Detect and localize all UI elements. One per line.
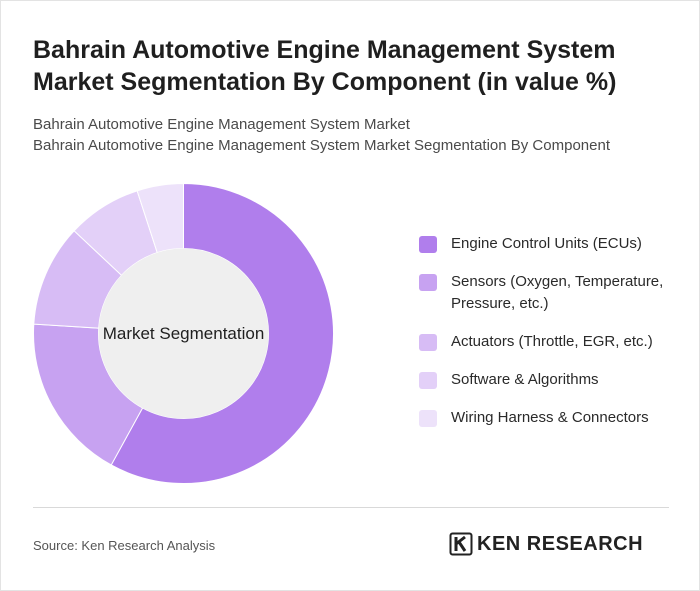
source-note: Source: Ken Research Analysis xyxy=(33,538,216,553)
legend-swatch xyxy=(419,274,437,291)
ken-research-logo-icon xyxy=(449,532,473,556)
chart-subtitle: Bahrain Automotive Engine Management Sys… xyxy=(33,114,673,156)
donut-chart xyxy=(33,182,334,484)
legend-item: Engine Control Units (ECUs) xyxy=(419,233,689,255)
legend-item: Software & Algorithms xyxy=(419,369,689,391)
subtitle-line-1: Bahrain Automotive Engine Management Sys… xyxy=(33,116,410,133)
legend-label: Engine Control Units (ECUs) xyxy=(451,235,642,252)
legend-swatch xyxy=(419,410,437,427)
legend-label: Sensors (Oxygen, Temperature, Pressure, … xyxy=(451,273,664,312)
legend-item: Actuators (Throttle, EGR, etc.) xyxy=(419,331,689,353)
chart-title: Bahrain Automotive Engine Management Sys… xyxy=(33,36,617,96)
legend-label: Wiring Harness & Connectors xyxy=(451,409,649,426)
subtitle-line-2: Bahrain Automotive Engine Management Sys… xyxy=(33,137,610,154)
donut-center xyxy=(98,248,269,419)
legend-swatch xyxy=(419,236,437,253)
chart-legend: Engine Control Units (ECUs) Sensors (Oxyg… xyxy=(419,233,689,445)
logo-text: KEN RESEARCH xyxy=(477,532,644,555)
footer-divider xyxy=(33,507,669,508)
legend-label: Actuators (Throttle, EGR, etc.) xyxy=(451,333,653,350)
legend-swatch xyxy=(419,372,437,389)
ken-research-logo: KEN RESEARCH xyxy=(449,532,643,556)
legend-label: Software & Algorithms xyxy=(451,371,599,388)
legend-item: Wiring Harness & Connectors xyxy=(419,407,689,429)
legend-swatch xyxy=(419,334,437,351)
legend-item: Sensors (Oxygen, Temperature, Pressure, … xyxy=(419,271,689,315)
